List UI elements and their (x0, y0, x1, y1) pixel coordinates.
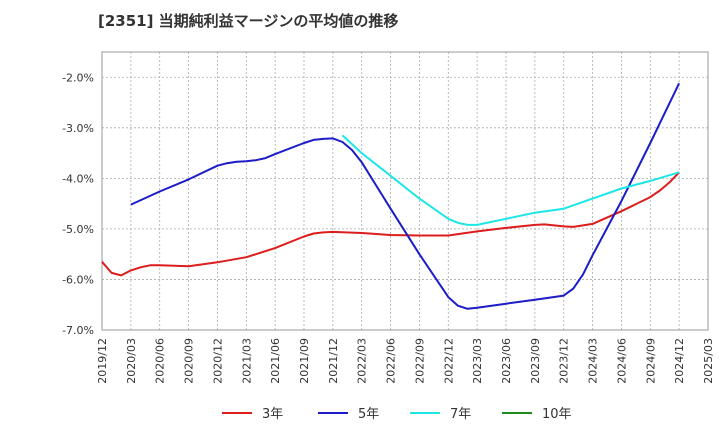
x-tick-label: 2021/12 (327, 338, 340, 384)
x-tick-label: 2020/03 (125, 338, 138, 384)
x-tick-label: 2023/12 (558, 338, 571, 384)
x-tick-label: 2019/12 (96, 338, 109, 384)
x-tick-label: 2025/03 (702, 338, 715, 384)
x-tick-label: 2022/03 (356, 338, 369, 384)
y-tick-label: -4.0% (62, 172, 94, 185)
x-tick-label: 2022/09 (413, 338, 426, 384)
plot-area-frame (101, 51, 709, 331)
y-tick-label: -5.0% (62, 223, 94, 236)
legend-label: 10年 (542, 407, 572, 422)
x-tick-label: 2023/09 (529, 338, 542, 384)
legend-label: 7年 (450, 407, 471, 422)
series-line-0 (101, 171, 680, 277)
y-tick-label: -6.0% (62, 273, 94, 286)
x-tick-label: 2024/03 (587, 338, 600, 384)
data-series (101, 82, 681, 310)
x-axis-tick-labels: 2019/12 2020/03 2020/06 2020/09 2020/12 2021/… (96, 338, 715, 384)
x-tick-label: 2021/06 (269, 338, 282, 384)
x-tick-label: 2021/09 (298, 338, 311, 384)
x-tick-label: 2022/12 (442, 338, 455, 384)
chart-title: [2351] 当期純利益マージンの平均値の推移 (98, 12, 399, 30)
x-tick-label: 2021/03 (240, 338, 253, 384)
x-tick-label: 2023/03 (471, 338, 484, 384)
y-tick-label: -7.0% (62, 324, 94, 337)
series-line-1 (130, 82, 681, 310)
x-tick-label: 2024/06 (615, 338, 628, 384)
x-tick-label: 2024/12 (673, 338, 686, 384)
x-tick-label: 2024/09 (644, 338, 657, 384)
x-tick-label: 2023/06 (500, 338, 513, 384)
x-tick-label: 2022/06 (385, 338, 398, 384)
legend-label: 3年 (262, 407, 283, 422)
x-tick-label: 2020/06 (154, 338, 167, 384)
legend-label: 5年 (358, 407, 379, 422)
y-axis-tick-labels: -2.0% -3.0% -4.0% -5.0% -6.0% -7.0% (62, 71, 94, 337)
y-tick-label: -3.0% (62, 122, 94, 135)
legend: 3年 5年 7年 10年 (222, 407, 572, 422)
x-tick-label: 2020/09 (183, 338, 196, 384)
x-tick-label: 2020/12 (211, 338, 224, 384)
series-line-2 (341, 134, 680, 226)
y-tick-label: -2.0% (62, 71, 94, 84)
